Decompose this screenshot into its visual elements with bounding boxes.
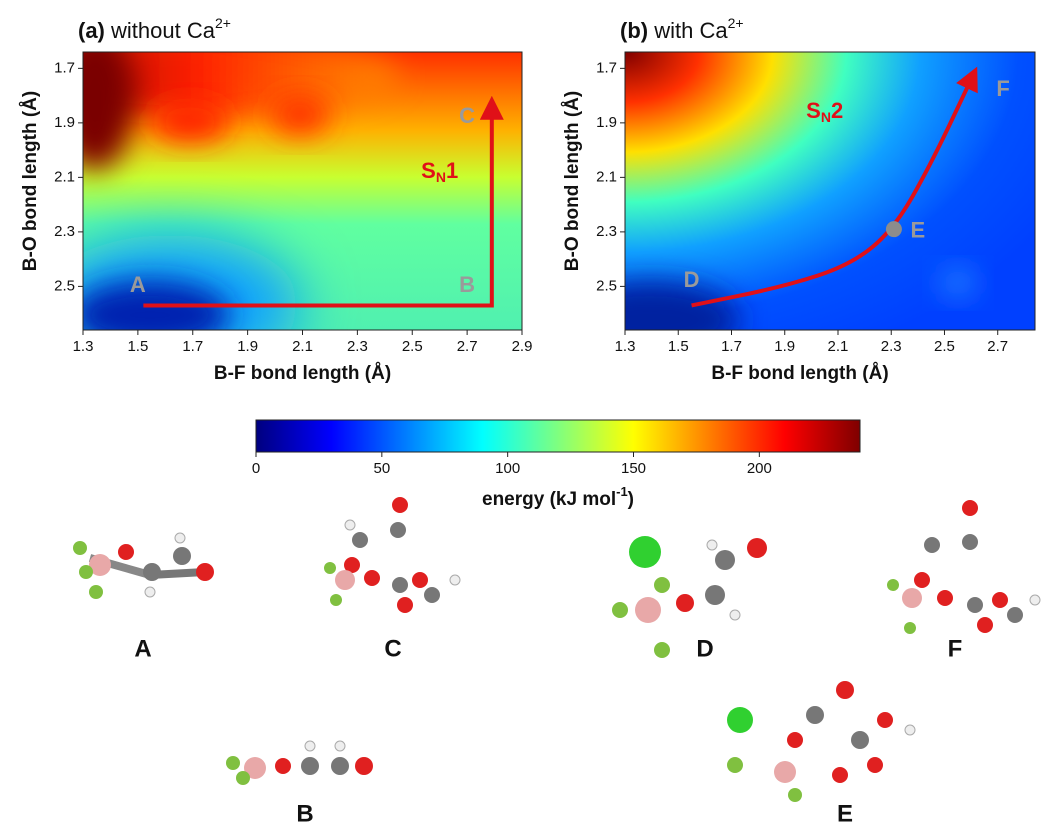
title-text: with Ca	[653, 18, 728, 43]
x-tick-label: 1.7	[721, 338, 742, 355]
plot-frame	[624, 51, 1036, 331]
x-axis-label: B-F bond length (Å)	[214, 363, 391, 384]
mechanism-label: SN2	[806, 98, 843, 125]
structure-label: B	[296, 800, 313, 827]
point-label: C	[459, 103, 475, 128]
x-tick-label: 2.7	[457, 338, 478, 355]
y-tick-label: 2.1	[596, 168, 617, 185]
structure-label: E	[837, 800, 853, 827]
colorbar-tick-label: 200	[747, 460, 772, 477]
title-text: without Ca	[110, 18, 216, 43]
colorbar-tick-label: 100	[495, 460, 520, 477]
mechanism-sub: N	[821, 109, 831, 125]
point-label: B	[459, 272, 475, 297]
x-tick-label: 1.9	[774, 338, 795, 355]
title-sup: 2+	[728, 15, 744, 31]
colorbar-tick-label: 50	[373, 460, 390, 477]
structure-label: D	[696, 635, 713, 662]
molecules: A C D F B E	[73, 497, 1041, 827]
x-tick-label: 2.3	[347, 338, 368, 355]
mechanism-sub: N	[436, 169, 446, 185]
pathway-arrow	[143, 95, 504, 308]
state-marker	[885, 221, 902, 238]
structure-label: A	[134, 635, 151, 662]
mechanism-s: S	[421, 158, 436, 183]
y-axis-label: B-O bond length (Å)	[562, 91, 583, 271]
heatmap-a	[83, 52, 522, 330]
y-tick-label: 2.3	[596, 223, 617, 240]
y-tick-label: 2.5	[54, 277, 75, 294]
label-end: )	[628, 489, 634, 510]
x-tick-label: 1.7	[182, 338, 203, 355]
colorbar-tick-label: 0	[252, 460, 260, 477]
y-tick-label: 1.9	[596, 114, 617, 131]
x-tick-label: 2.1	[292, 338, 313, 355]
mechanism-num: 1	[446, 158, 458, 183]
label-sup: -1	[616, 484, 628, 499]
y-tick-label: 2.1	[54, 168, 75, 185]
x-tick-label: 1.5	[127, 338, 148, 355]
y-tick-label: 2.5	[596, 277, 617, 294]
structure-label: C	[384, 635, 401, 662]
panel-title: (a) without Ca2+	[78, 15, 231, 43]
point-label: E	[911, 218, 926, 243]
x-axis-label: B-F bond length (Å)	[711, 363, 888, 384]
y-tick-label: 1.9	[54, 114, 75, 131]
x-tick-label: 1.3	[73, 338, 94, 355]
panel-letter: (a)	[78, 18, 105, 43]
structure-label: F	[948, 635, 963, 662]
molecule-f	[887, 500, 1041, 634]
x-tick-label: 2.3	[881, 338, 902, 355]
molecule-e	[727, 681, 916, 802]
mechanism-label: SN1	[421, 158, 458, 185]
x-tick-label: 2.5	[402, 338, 423, 355]
colorbar-label: energy (kJ mol-1)	[482, 484, 634, 510]
x-tick-label: 1.3	[615, 338, 636, 355]
y-tick-label: 2.3	[54, 223, 75, 240]
molecule-b	[226, 740, 373, 785]
x-tick-label: 2.5	[934, 338, 955, 355]
x-tick-label: 2.7	[987, 338, 1008, 355]
mechanism-num: 2	[831, 98, 843, 123]
point-label: D	[684, 267, 700, 292]
panel-letter: (b)	[620, 18, 648, 43]
point-label: A	[130, 272, 146, 297]
heatmap-b	[625, 52, 1035, 330]
title-sup: 2+	[215, 15, 231, 31]
molecule-a	[73, 532, 214, 599]
mechanism-s: S	[806, 98, 821, 123]
colorbar	[255, 419, 861, 453]
panel-title: (b) with Ca2+	[620, 15, 744, 43]
x-tick-label: 1.5	[668, 338, 689, 355]
x-tick-label: 2.9	[512, 338, 533, 355]
pathway-arrow	[691, 66, 978, 308]
label-main: energy (kJ mol	[482, 489, 616, 510]
x-tick-label: 2.1	[828, 338, 849, 355]
x-tick-label: 1.9	[237, 338, 258, 355]
y-tick-label: 1.7	[596, 59, 617, 76]
molecule-c	[324, 497, 461, 613]
molecule-d	[612, 536, 767, 658]
y-axis-label: B-O bond length (Å)	[20, 91, 41, 271]
colorbar-tick-label: 150	[621, 460, 646, 477]
point-label: F	[996, 76, 1009, 101]
y-tick-label: 1.7	[54, 59, 75, 76]
